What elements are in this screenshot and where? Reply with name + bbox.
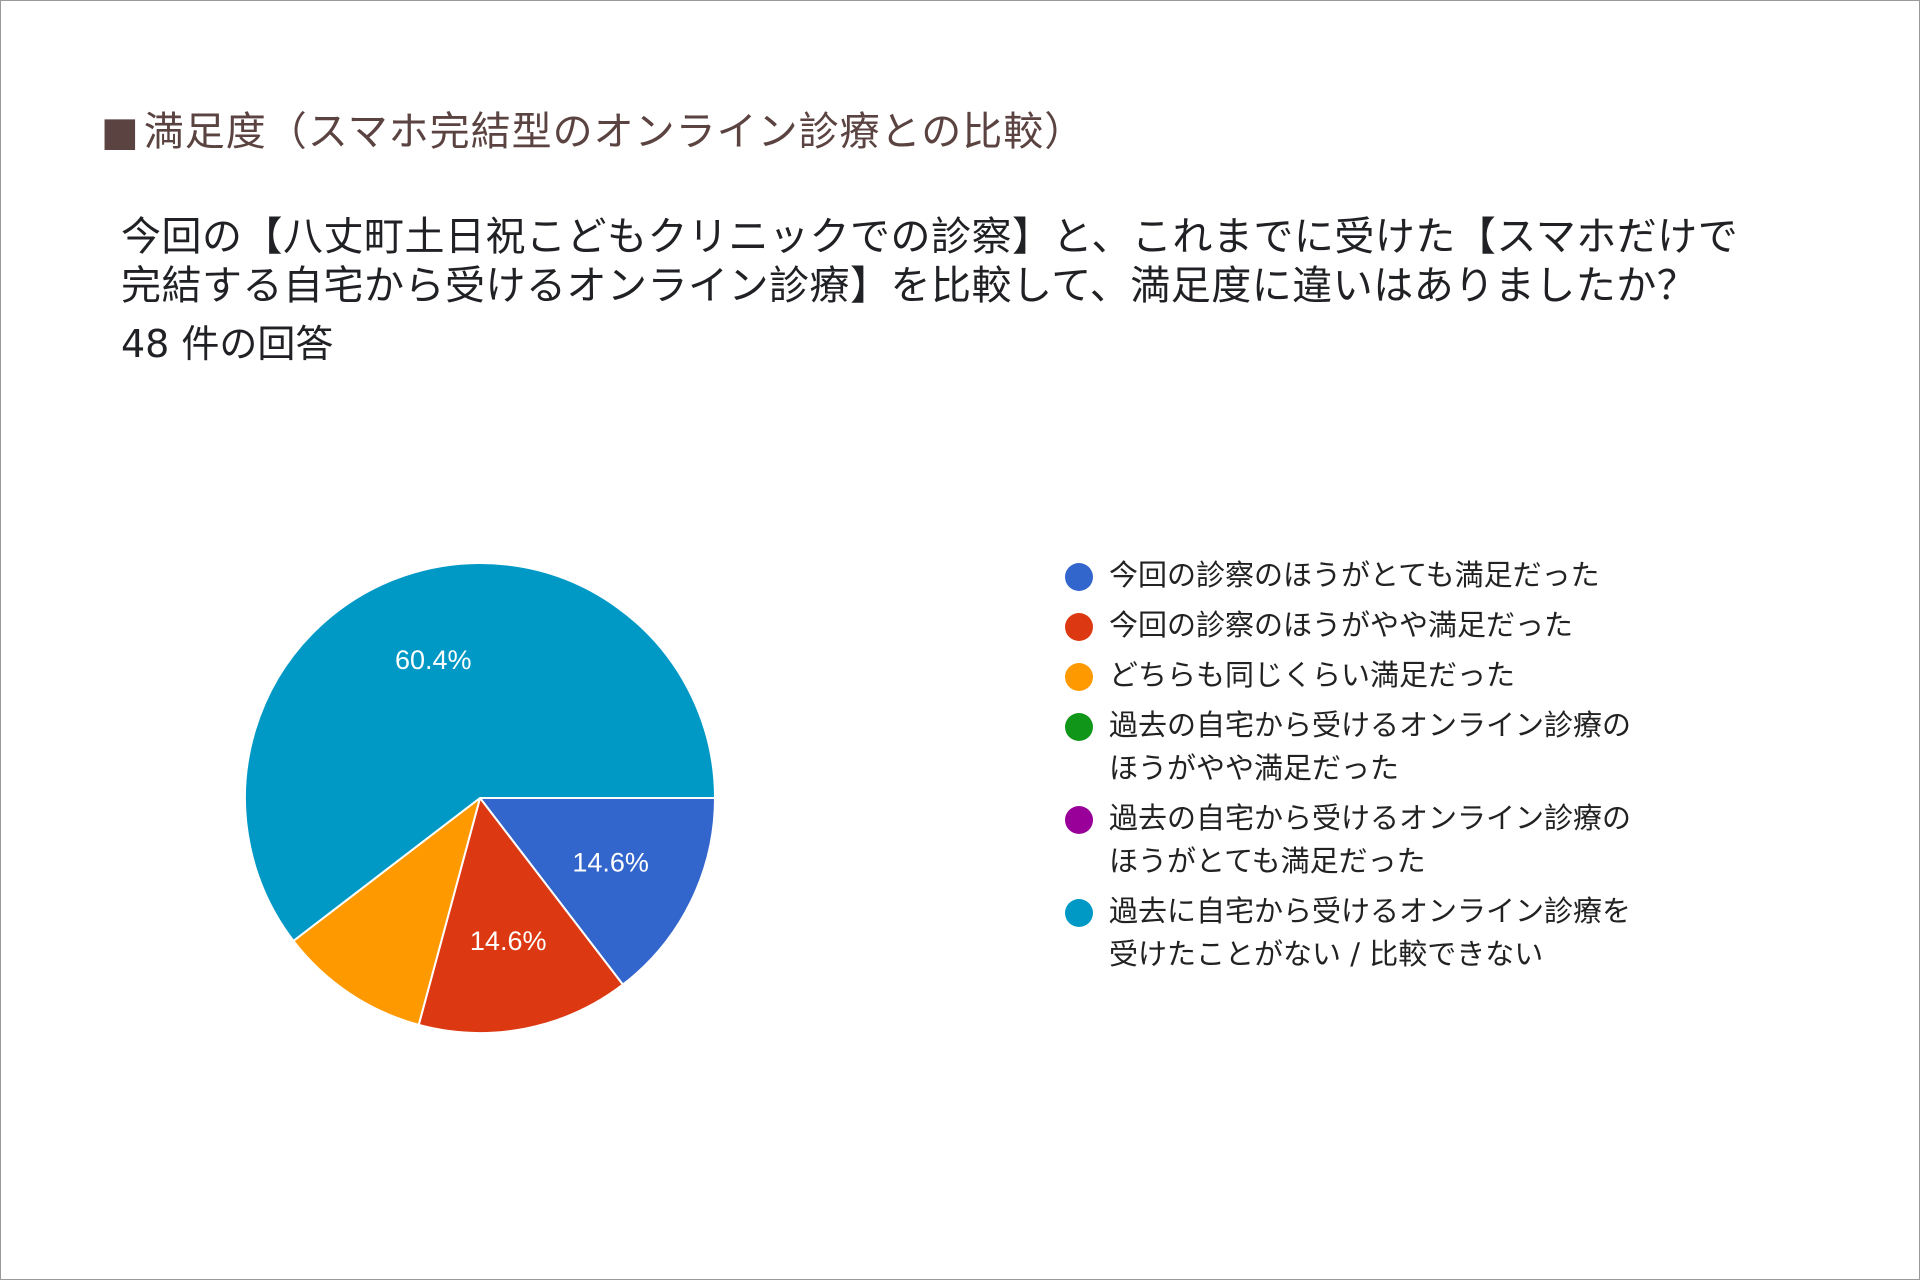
question-line-2: 完結する自宅から受けるオンライン診療】を比較して、満足度に違いはありましたか？ bbox=[121, 263, 1698, 309]
square-marker-icon: ■ bbox=[101, 109, 140, 155]
pie-slice-label-0: 14.6% bbox=[572, 848, 649, 878]
legend-label: 過去の自宅から受けるオンライン診療の ほうがやや満足だった bbox=[1109, 708, 1632, 785]
legend-label: どちらも同じくらい満足だった bbox=[1109, 658, 1516, 692]
legend-dot-icon bbox=[1065, 663, 1093, 691]
legend-dot-icon bbox=[1065, 806, 1093, 834]
pie-slice-5 bbox=[244, 562, 717, 943]
legend-label: 今回の診察のほうがとても満足だった bbox=[1109, 558, 1600, 592]
legend-dot-icon bbox=[1065, 713, 1093, 741]
question-text: 今回の【八丈町土日祝こどもクリニックでの診察】と、これまでに受けた【スマホだけで… bbox=[121, 213, 1801, 311]
legend-dot-icon bbox=[1065, 563, 1093, 591]
question-line-1: 今回の【八丈町土日祝こどもクリニックでの診察】と、これまでに受けた【スマホだけで bbox=[121, 214, 1739, 260]
section-title: 満足度（スマホ完結型のオンライン診療との比較） bbox=[143, 109, 1086, 155]
pie-slice-0 bbox=[477, 797, 717, 986]
pie-slice-label-5: 60.4% bbox=[395, 645, 472, 675]
response-count: 48 件の回答 bbox=[121, 322, 334, 366]
pie-slice-label-1: 14.6% bbox=[470, 926, 547, 956]
section-heading: ■ 満足度（スマホ完結型のオンライン診療との比較） bbox=[101, 99, 1085, 157]
legend-dot-icon bbox=[1065, 899, 1093, 927]
pie-slice-1 bbox=[417, 795, 625, 1034]
pie-slice-2 bbox=[292, 795, 482, 1027]
legend-label: 過去に自宅から受けるオンライン診療を 受けたことがない / 比較できない bbox=[1109, 894, 1632, 971]
legend-dot-icon bbox=[1065, 613, 1093, 641]
legend-label: 今回の診察のほうがやや満足だった bbox=[1109, 608, 1574, 642]
legend-label: 過去の自宅から受けるオンライン診療の ほうがとても満足だった bbox=[1109, 801, 1632, 878]
